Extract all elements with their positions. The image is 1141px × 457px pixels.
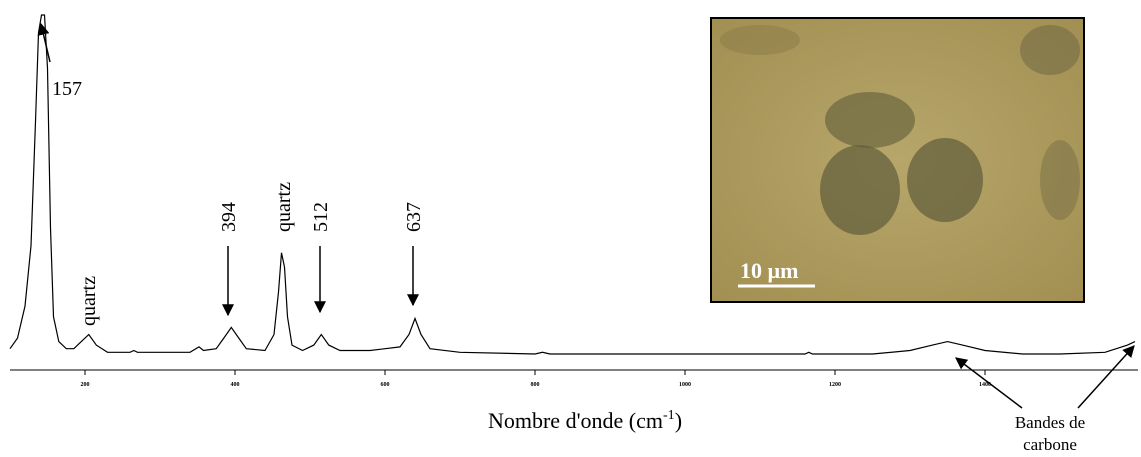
peak-label: 512 [310, 202, 332, 232]
arrow [955, 357, 1023, 409]
inset-photo: 10 µm [710, 17, 1085, 303]
spectrum-line [9, 14, 1136, 355]
peak-label: quartz [273, 182, 295, 232]
x-tick-label: 400 [231, 382, 240, 388]
x-tick-label: 600 [381, 382, 390, 388]
scale-label: 10 µm [740, 258, 799, 283]
arrow [1077, 345, 1135, 409]
x-tick-label: 1400 [979, 382, 991, 388]
x-axis-label: Nombre d'onde (cm-1) [488, 408, 682, 433]
peak-label: 157 [52, 78, 82, 100]
peak-label: quartz [78, 276, 100, 326]
carbon-label: Bandes de [1015, 413, 1085, 432]
carbon-label: carbone [1023, 435, 1077, 452]
x-tick-label: 800 [531, 382, 540, 388]
peak-label: 394 [218, 202, 240, 232]
annotations: 157 quartz 394 quartz 512 637 Bandes de … [37, 22, 1135, 454]
x-tick-label: 1000 [679, 382, 691, 388]
peak-label: 637 [403, 202, 425, 232]
x-tick-label: 200 [81, 382, 90, 388]
x-tick-label: 1200 [829, 382, 841, 388]
